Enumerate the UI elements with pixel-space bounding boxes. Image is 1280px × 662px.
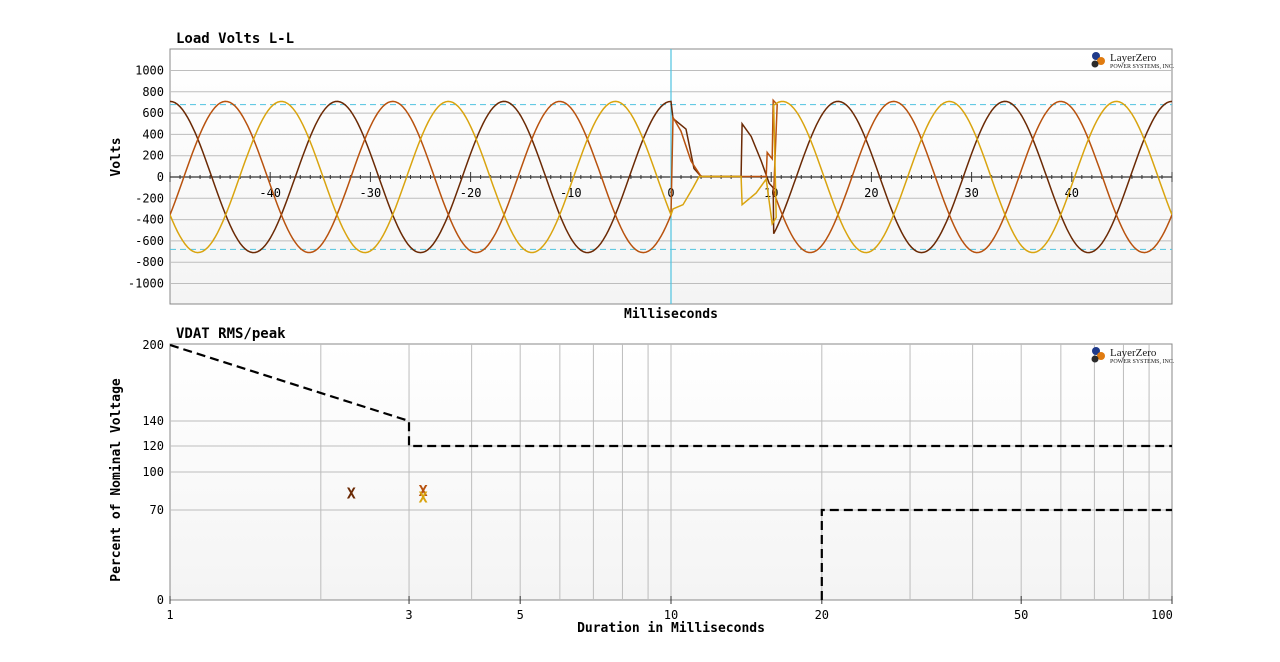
y-tick-label: 0 <box>157 593 164 607</box>
x-tick-label: 20 <box>815 608 829 622</box>
voltage-gridlines <box>169 49 1173 304</box>
x-tick-label: 30 <box>964 186 978 200</box>
logo-text: LayerZero <box>1110 52 1157 64</box>
layerzero-logo-icon <box>1091 347 1105 363</box>
voltage-y-tick-labels: 1000 800 600 400 200 0 -200 -400 -600 -800 -1000 <box>128 64 164 291</box>
logo-text: LayerZero <box>1110 347 1157 359</box>
data-point-1: X <box>347 485 356 503</box>
logo-subtext: POWER SYSTEMS, INC. <box>1110 64 1175 70</box>
x-tick-label: -10 <box>560 186 582 200</box>
y-tick-label: 0 <box>157 170 164 184</box>
y-tick-label: -800 <box>135 255 164 269</box>
x-tick-label: 10 <box>664 608 678 622</box>
voltage-series-group <box>170 98 1172 254</box>
vdat-x-axis-label: Duration in Milliseconds <box>577 621 765 636</box>
y-tick-label: 600 <box>142 106 164 120</box>
y-tick-label: 1000 <box>135 64 164 78</box>
x-tick-label: 20 <box>864 186 878 200</box>
y-tick-label: 70 <box>150 503 164 517</box>
x-tick-label: 100 <box>1151 608 1173 622</box>
phase-line-3 <box>170 100 1172 254</box>
x-tick-label: -40 <box>259 186 281 200</box>
y-tick-label: -1000 <box>128 277 164 291</box>
voltage-x-axis-label: Milliseconds <box>624 307 718 322</box>
x-tick-label: -30 <box>360 186 382 200</box>
y-tick-label: 140 <box>142 414 164 428</box>
y-tick-label: -200 <box>135 191 164 205</box>
x-tick-label: -20 <box>460 186 482 200</box>
x-tick-label: 1 <box>166 608 173 622</box>
voltage-chart-title: Load Volts L-L <box>176 31 294 47</box>
x-tick-label: 50 <box>1014 608 1028 622</box>
y-tick-label: -600 <box>135 234 164 248</box>
vdat-x-tick-labels: 1 3 5 10 20 50 100 <box>166 608 1172 622</box>
data-point-3: X <box>419 488 428 506</box>
voltage-x-tick-labels: -40 -30 -20 -10 0 10 20 30 40 <box>259 186 1079 200</box>
logo: LayerZero POWER SYSTEMS, INC. <box>1091 52 1175 70</box>
y-tick-label: 800 <box>142 85 164 99</box>
y-tick-label: 200 <box>142 149 164 163</box>
vdat-limit-curves <box>170 344 1172 600</box>
voltage-chart: Load Volts L-L 1000 800 600 400 200 0 -200 -400… <box>109 31 1175 322</box>
vdat-points: X XX <box>347 482 428 506</box>
layerzero-logo-icon <box>1091 52 1105 68</box>
vdat-chart-title: VDAT RMS/peak <box>176 326 286 342</box>
data-point-2: X <box>419 482 428 500</box>
y-tick-label: -400 <box>135 213 164 227</box>
phase-line-1 <box>170 100 1172 254</box>
x-tick-label: 3 <box>405 608 412 622</box>
vdat-y-axis-label: Percent of Nominal Voltage <box>109 378 124 582</box>
voltage-y-axis-label: Volts <box>109 137 124 176</box>
phase-line-2 <box>170 98 1172 254</box>
y-tick-label: 200 <box>142 338 164 352</box>
y-tick-label: 100 <box>142 465 164 479</box>
vdat-y-tick-labels: 200 140 120 100 70 0 <box>142 338 164 607</box>
limit-curve-2 <box>820 508 1172 600</box>
y-tick-label: 400 <box>142 127 164 141</box>
y-tick-label: 120 <box>142 439 164 453</box>
x-tick-label: 5 <box>517 608 524 622</box>
logo-subtext: POWER SYSTEMS, INC. <box>1110 359 1175 365</box>
logo-2: LayerZero POWER SYSTEMS, INC. <box>1091 347 1175 365</box>
